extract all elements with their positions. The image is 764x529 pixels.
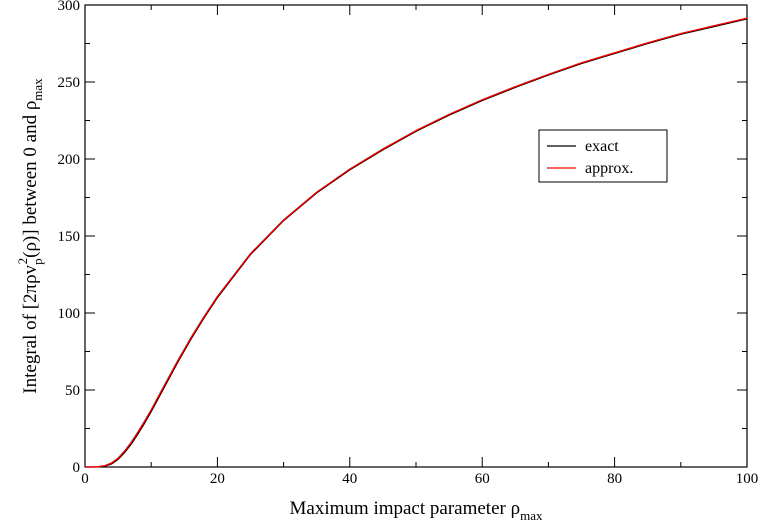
axis-ticks: 0 20 40 60 80 100 0 50 100 150 200 250 300	[58, 0, 759, 487]
y-tick-label: 50	[65, 383, 80, 399]
x-tick-label: 40	[342, 471, 357, 487]
y-axis-label: Integral of [2πρvp2(ρ)] between 0 and ρm…	[15, 78, 45, 394]
y-tick-label: 250	[58, 75, 81, 91]
series-line-exact	[85, 18, 748, 468]
x-tick-label: 80	[607, 471, 622, 487]
legend-box	[538, 129, 668, 183]
y-tick-label: 200	[58, 152, 81, 168]
x-tick-label: 60	[475, 471, 490, 487]
series-line-approx	[85, 17, 748, 468]
legend-label-exact: exact	[585, 138, 619, 155]
plot-frame	[84, 4, 748, 468]
y-tick-label: 0	[73, 460, 81, 476]
legend-label-approx: approx.	[585, 160, 633, 177]
y-tick-label: 150	[58, 229, 81, 245]
legend: exact approx.	[538, 129, 668, 183]
x-axis-label: Maximum impact parameter ρmax	[290, 498, 543, 523]
y-tick-label: 300	[58, 0, 81, 14]
y-tick-label: 100	[58, 306, 81, 322]
series-lines	[85, 17, 748, 468]
x-tick-label: 0	[81, 471, 89, 487]
x-tick-label: 100	[736, 471, 759, 487]
x-tick-label: 20	[210, 471, 225, 487]
